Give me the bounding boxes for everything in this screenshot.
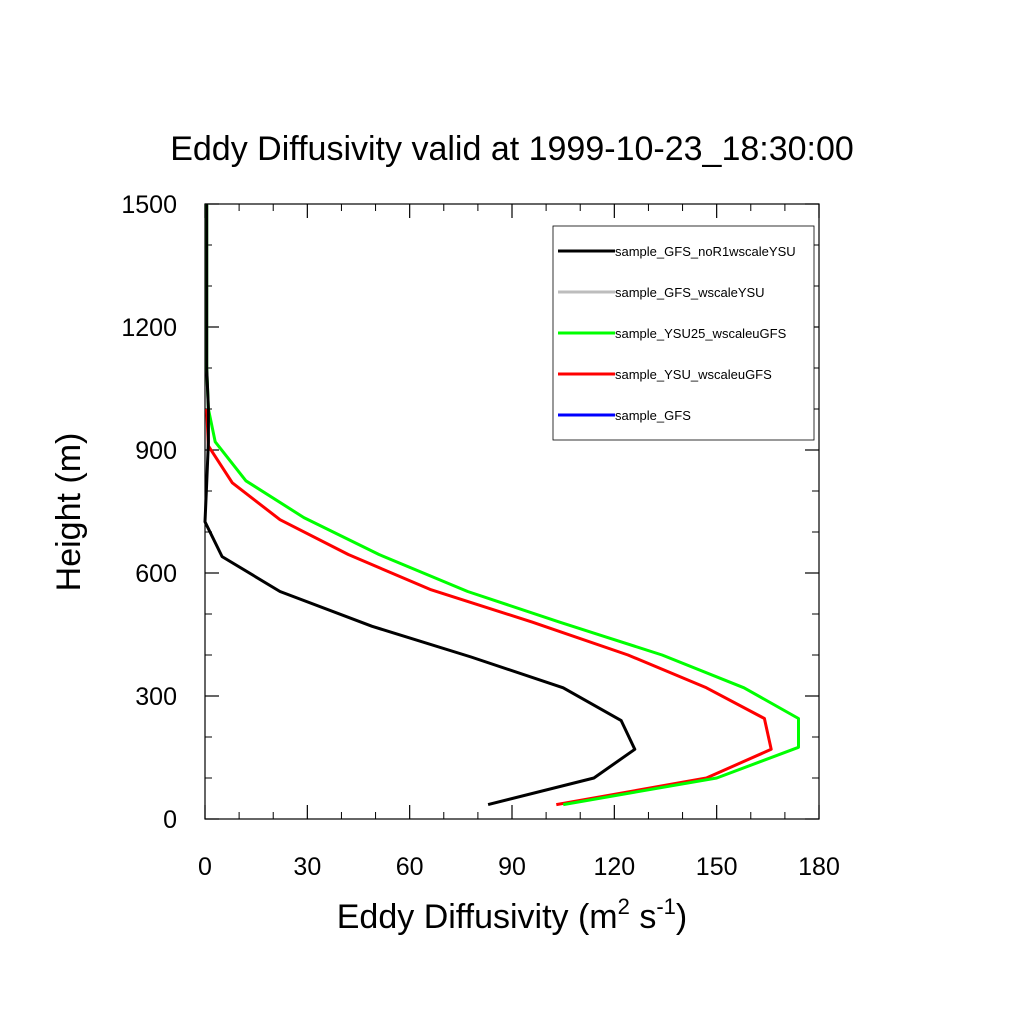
legend-label: sample_YSU_wscaleuGFS [615, 367, 772, 382]
x-tick-label: 90 [498, 853, 526, 881]
x-tick-label: 120 [593, 853, 635, 881]
legend-label: sample_GFS_noR1wscaleYSU [615, 244, 796, 259]
legend: sample_GFS_noR1wscaleYSU sample_GFS_wscal… [552, 225, 815, 441]
x-axis-label: Eddy Diffusivity (m2 s-1) [337, 894, 687, 936]
series-lines [203, 204, 800, 807]
series-line-sample_YSU_wscaleuGFS [205, 408, 773, 807]
x-tick-label: 60 [396, 853, 424, 881]
x-tick-label: 150 [696, 853, 738, 881]
legend-label: sample_YSU25_wscaleuGFS [615, 326, 787, 341]
x-tick-labels: 0 30 60 90 120 150 180 [198, 853, 840, 881]
y-tick-label: 0 [163, 806, 177, 834]
y-tick-label: 600 [135, 560, 177, 588]
legend-label: sample_GFS [615, 408, 691, 423]
y-tick-labels: 0 300 600 900 1200 1500 [121, 191, 177, 834]
x-tick-label: 30 [293, 853, 321, 881]
y-tick-label: 300 [135, 683, 177, 711]
x-tick-label: 180 [798, 853, 840, 881]
y-tick-label: 900 [135, 437, 177, 465]
x-tick-label: 0 [198, 853, 212, 881]
series-line-sample_GFS_noR1wscaleYSU [203, 204, 637, 807]
y-tick-label: 1500 [121, 191, 177, 219]
legend-label: sample_GFS_wscaleYSU [615, 285, 765, 300]
chart-title: Eddy Diffusivity valid at 1999-10-23_18:… [170, 130, 854, 168]
y-axis-label: Height (m) [50, 433, 88, 592]
y-tick-label: 1200 [121, 314, 177, 342]
